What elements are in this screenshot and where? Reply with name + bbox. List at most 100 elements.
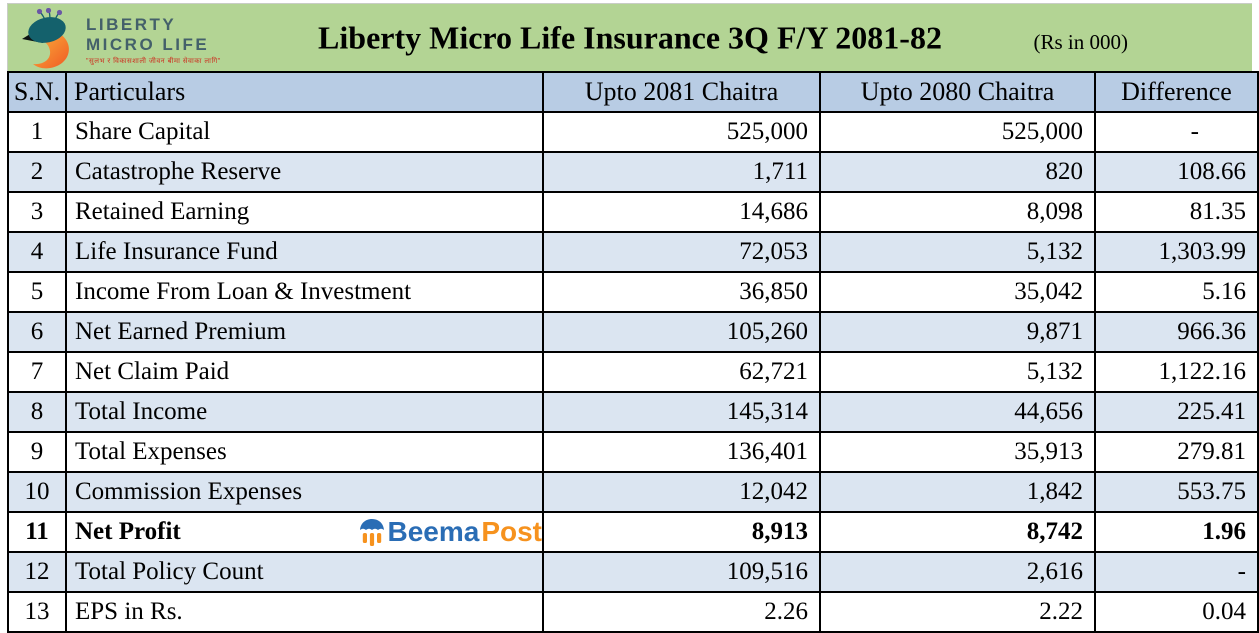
table-row: 10 Commission Expenses 12,042 1,842 553.75 bbox=[7, 471, 1259, 513]
column-header-2081: Upto 2081 Chaitra bbox=[542, 71, 821, 113]
financial-table: S.N. Particulars Upto 2081 Chaitra Upto … bbox=[7, 71, 1259, 633]
cell-2080: 9,871 bbox=[819, 311, 1096, 353]
cell-2081: 36,850 bbox=[542, 271, 821, 313]
cell-2080: 8,098 bbox=[819, 191, 1096, 233]
cell-particulars: Life Insurance Fund bbox=[65, 231, 544, 273]
cell-sn: 13 bbox=[7, 591, 67, 633]
table-row: 6 Net Earned Premium 105,260 9,871 966.36 bbox=[7, 311, 1259, 353]
cell-particulars: Total Expenses bbox=[65, 431, 544, 473]
table-row: 7 Net Claim Paid 62,721 5,132 1,122.16 bbox=[7, 351, 1259, 393]
cell-diff: 81.35 bbox=[1094, 191, 1259, 233]
table-row: 9 Total Expenses 136,401 35,913 279.81 bbox=[7, 431, 1259, 473]
cell-particulars: Total Policy Count bbox=[65, 551, 544, 593]
cell-2080: 35,913 bbox=[819, 431, 1096, 473]
cell-2081: 1,711 bbox=[542, 151, 821, 193]
cell-particulars: Catastrophe Reserve bbox=[65, 151, 544, 193]
umbrella-icon bbox=[360, 518, 385, 546]
cell-particulars: Income From Loan & Investment bbox=[65, 271, 544, 313]
cell-sn: 7 bbox=[7, 351, 67, 393]
cell-particulars: Commission Expenses bbox=[65, 471, 544, 513]
cell-sn: 8 bbox=[7, 391, 67, 433]
column-header-difference: Difference bbox=[1094, 71, 1259, 113]
financial-summary-sheet: LIBERTY MICRO LIFE "सुलभ र विकासशाली जीव… bbox=[7, 3, 1259, 633]
cell-2080: 35,042 bbox=[819, 271, 1096, 313]
cell-2080: 5,132 bbox=[819, 231, 1096, 273]
cell-sn: 10 bbox=[7, 471, 67, 513]
table-row: 5 Income From Loan & Investment 36,850 35,0… bbox=[7, 271, 1259, 313]
cell-diff: 1.96 bbox=[1094, 511, 1259, 553]
cell-sn: 6 bbox=[7, 311, 67, 353]
cell-2080: 1,842 bbox=[819, 471, 1096, 513]
cell-2080: 820 bbox=[819, 151, 1096, 193]
cell-particulars: Net Claim Paid bbox=[65, 351, 544, 393]
peacock-logo-icon bbox=[22, 8, 69, 69]
table-row: 11 Net Profit Beema Post 8,913 8,742 1.96 bbox=[7, 511, 1259, 553]
cell-particulars: Retained Earning bbox=[65, 191, 544, 233]
cell-diff: 966.36 bbox=[1094, 311, 1259, 353]
cell-sn: 11 bbox=[7, 511, 67, 553]
cell-diff: 225.41 bbox=[1094, 391, 1259, 433]
company-logo: LIBERTY MICRO LIFE "सुलभ र विकासशाली जीव… bbox=[16, 6, 221, 70]
cell-sn: 2 bbox=[7, 151, 67, 193]
cell-sn: 4 bbox=[7, 231, 67, 273]
cell-diff: 5.16 bbox=[1094, 271, 1259, 313]
cell-2081: 136,401 bbox=[542, 431, 821, 473]
logo-line2: MICRO LIFE bbox=[86, 35, 210, 54]
cell-particulars: Total Income bbox=[65, 391, 544, 433]
cell-2080: 2.22 bbox=[819, 591, 1096, 633]
unit-note: (Rs in 000) bbox=[1033, 30, 1129, 54]
cell-2081: 12,042 bbox=[542, 471, 821, 513]
cell-2081: 8,913 bbox=[542, 511, 821, 553]
cell-diff: 553.75 bbox=[1094, 471, 1259, 513]
cell-diff: 108.66 bbox=[1094, 151, 1259, 193]
cell-2080: 525,000 bbox=[819, 111, 1096, 153]
logo-text: LIBERTY MICRO LIFE "सुलभ र विकासशाली जीव… bbox=[86, 6, 221, 66]
table-header-row: S.N. Particulars Upto 2081 Chaitra Upto … bbox=[7, 71, 1259, 113]
table-body: 1 Share Capital 525,000 525,000-2 Catastroph… bbox=[7, 111, 1259, 633]
cell-2080: 2,616 bbox=[819, 551, 1096, 593]
beemapost-text-beema: Beema bbox=[387, 516, 480, 547]
cell-diff: 279.81 bbox=[1094, 431, 1259, 473]
cell-diff: - bbox=[1094, 551, 1259, 593]
beemapost-text-post: Post bbox=[481, 516, 542, 547]
cell-sn: 9 bbox=[7, 431, 67, 473]
table-row: 8 Total Income 145,314 44,656 225.41 bbox=[7, 391, 1259, 433]
table-row: 1 Share Capital 525,000 525,000- bbox=[7, 111, 1259, 153]
cell-sn: 5 bbox=[7, 271, 67, 313]
cell-diff: 1,122.16 bbox=[1094, 351, 1259, 393]
cell-2081: 525,000 bbox=[542, 111, 821, 153]
column-header-sn: S.N. bbox=[7, 71, 67, 113]
cell-2081: 14,686 bbox=[542, 191, 821, 233]
logo-line1: LIBERTY bbox=[86, 15, 177, 34]
table-row: 12 Total Policy Count 109,516 2,616- bbox=[7, 551, 1259, 593]
table-row: 2 Catastrophe Reserve 1,711 820 108.66 bbox=[7, 151, 1259, 193]
cell-particulars: Share Capital bbox=[65, 111, 544, 153]
cell-2080: 5,132 bbox=[819, 351, 1096, 393]
cell-sn: 1 bbox=[7, 111, 67, 153]
cell-diff: 0.04 bbox=[1094, 591, 1259, 633]
table-row: 3 Retained Earning 14,686 8,098 81.35 bbox=[7, 191, 1259, 233]
cell-particulars: Net Profit Beema Post bbox=[65, 511, 544, 553]
cell-particulars: EPS in Rs. bbox=[65, 591, 544, 633]
column-header-particulars: Particulars bbox=[65, 71, 544, 113]
cell-2081: 2.26 bbox=[542, 591, 821, 633]
page-title: Liberty Micro Life Insurance 3Q F/Y 2081… bbox=[318, 19, 942, 55]
cell-2081: 109,516 bbox=[542, 551, 821, 593]
table-row: 13 EPS in Rs. 2.26 2.22 0.04 bbox=[7, 591, 1259, 633]
cell-2081: 72,053 bbox=[542, 231, 821, 273]
cell-sn: 3 bbox=[7, 191, 67, 233]
cell-2081: 62,721 bbox=[542, 351, 821, 393]
cell-sn: 12 bbox=[7, 551, 67, 593]
logo-tagline: "सुलभ र विकासशाली जीवन बीमा सेवाका लागि" bbox=[86, 58, 221, 65]
table-row: 4 Life Insurance Fund 72,053 5,132 1,303.99 bbox=[7, 231, 1259, 273]
cell-2080: 44,656 bbox=[819, 391, 1096, 433]
cell-particulars: Net Earned Premium bbox=[65, 311, 544, 353]
banner: LIBERTY MICRO LIFE "सुलभ र विकासशाली जीव… bbox=[7, 3, 1252, 71]
cell-2081: 105,260 bbox=[542, 311, 821, 353]
cell-diff: - bbox=[1094, 111, 1259, 153]
cell-2080: 8,742 bbox=[819, 511, 1096, 553]
column-header-2080: Upto 2080 Chaitra bbox=[819, 71, 1096, 113]
cell-2081: 145,314 bbox=[542, 391, 821, 433]
beemapost-watermark: Beema Post bbox=[360, 516, 542, 547]
cell-diff: 1,303.99 bbox=[1094, 231, 1259, 273]
